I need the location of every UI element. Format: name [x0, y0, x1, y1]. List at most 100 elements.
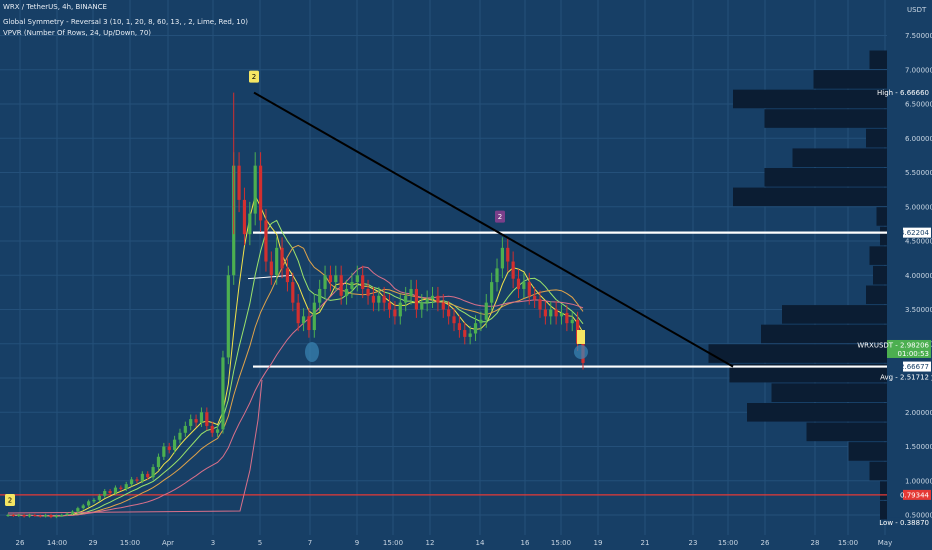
price-label-box-5 — [903, 489, 931, 500]
candle-33 — [183, 425, 187, 433]
marker-label-0: 2 — [252, 73, 256, 81]
price-tick-14: 0.50000 — [905, 512, 932, 520]
price-label-6: Low - 0.38870 — [879, 519, 929, 527]
candle-11 — [65, 513, 69, 515]
candle-66 — [361, 275, 365, 289]
candle-22 — [124, 484, 128, 489]
candle-103 — [559, 312, 564, 317]
candle-57 — [312, 302, 316, 331]
volume-profile-bar-15 — [876, 207, 887, 226]
candle-75 — [409, 288, 413, 296]
time-tick-21: May — [878, 539, 892, 547]
price-tick-2: 6.50000 — [905, 101, 932, 109]
candle-56 — [307, 316, 311, 331]
candle-31 — [172, 439, 177, 450]
volume-profile-bar-12 — [873, 265, 887, 285]
indicator-vpvr[interactable]: VPVR (Number Of Rows, 24, Up/Down, 70) — [3, 29, 152, 37]
current-arrow-marker — [577, 330, 585, 344]
symbol-line: WRX / TetherUS, 4h, BINANCE — [3, 3, 107, 11]
candle-86 — [468, 333, 472, 337]
candle-8 — [49, 515, 53, 518]
price-tick-12: 1.50000 — [905, 443, 932, 451]
price-tick-11: 2.00000 — [905, 409, 932, 417]
price-unit: USDT — [907, 6, 927, 14]
price-label-box-1 — [903, 227, 931, 238]
ma-lower-band — [7, 379, 263, 514]
time-tick-12: 16 — [521, 539, 530, 547]
price-label-3: 2.66677 — [900, 363, 929, 371]
volume-profile-bar-13 — [869, 246, 887, 265]
volume-profile-bar-11 — [866, 285, 887, 305]
candle-79 — [430, 295, 435, 300]
candle-64 — [350, 282, 354, 289]
candle-7 — [44, 515, 48, 517]
candle-59 — [323, 275, 327, 289]
price-tick-7: 4.00000 — [905, 272, 932, 280]
candle-87 — [473, 323, 478, 334]
candle-78 — [425, 299, 429, 303]
candle-29 — [162, 446, 166, 457]
candle-69 — [377, 295, 381, 303]
candle-5 — [33, 515, 37, 516]
levels — [0, 231, 887, 496]
volume-profile-bar-8 — [708, 344, 887, 363]
candle-50 — [275, 247, 279, 276]
time-tick-6: 5 — [258, 539, 262, 547]
candle-70 — [382, 295, 386, 303]
candle-44 — [242, 199, 247, 235]
candle-25 — [140, 473, 144, 481]
candle-58 — [318, 288, 322, 303]
candle-60 — [328, 275, 333, 283]
volume-profile-bar-10 — [782, 305, 887, 324]
price-tick-5: 5.00000 — [905, 203, 932, 211]
candle-18 — [103, 491, 107, 496]
time-tick-5: 3 — [211, 539, 215, 547]
time-tick-19: 28 — [811, 539, 820, 547]
candle-17 — [97, 495, 101, 500]
candle-28 — [156, 456, 161, 468]
volume-profile-bar-18 — [792, 148, 887, 167]
candle-4 — [27, 515, 32, 517]
price-label-box-0 — [887, 87, 931, 98]
price-tick-0: 7.50000 — [905, 32, 932, 40]
candle-15 — [87, 501, 91, 506]
candle-92 — [500, 247, 504, 269]
candle-62 — [339, 275, 343, 296]
candle-84 — [457, 323, 462, 331]
marker-label-2: 2 — [8, 497, 12, 505]
volume-profile-bar-14 — [880, 226, 887, 246]
time-tick-10: 12 — [426, 539, 435, 547]
candle-19 — [108, 491, 112, 494]
candle-9 — [54, 515, 58, 518]
volume-profile-bar-21 — [733, 89, 887, 109]
volume-profile-bar-0 — [880, 500, 887, 520]
candle-38 — [210, 425, 214, 433]
time-tick-1: 14:00 — [47, 539, 67, 547]
indicator-global-symmetry[interactable]: Global Symmetry - Reversal 3 (10, 1, 20,… — [3, 18, 248, 26]
volume-profile-bar-17 — [764, 168, 887, 187]
price-label-box-2 — [887, 339, 931, 358]
candle-39 — [215, 429, 220, 433]
price-label-box-4 — [887, 371, 931, 382]
trendline — [253, 91, 734, 368]
candle-85 — [463, 330, 467, 337]
highlight-circle-right — [574, 345, 588, 359]
trendline-group — [253, 91, 734, 368]
time-tick-15: 21 — [641, 539, 650, 547]
candle-88 — [479, 319, 483, 324]
candle-16 — [92, 499, 96, 502]
price-tick-13: 1.00000 — [905, 477, 932, 485]
volume-profile-bar-16 — [733, 187, 887, 207]
candle-101 — [549, 309, 553, 317]
time-tick-7: 7 — [308, 539, 312, 547]
candle-41 — [226, 275, 230, 358]
time-axis: 26 14:00 29 15:00 Apr 3 5 7 9 15:00 12 14 16 15:00 19 2… — [0, 535, 932, 550]
candle-34 — [189, 419, 193, 426]
candle-32 — [178, 432, 182, 440]
volume-profile-bar-6 — [771, 383, 887, 402]
short-level-line — [247, 274, 293, 280]
candle-12 — [70, 511, 75, 514]
price-tick-1: 7.00000 — [905, 66, 932, 74]
candle-21 — [119, 487, 123, 489]
